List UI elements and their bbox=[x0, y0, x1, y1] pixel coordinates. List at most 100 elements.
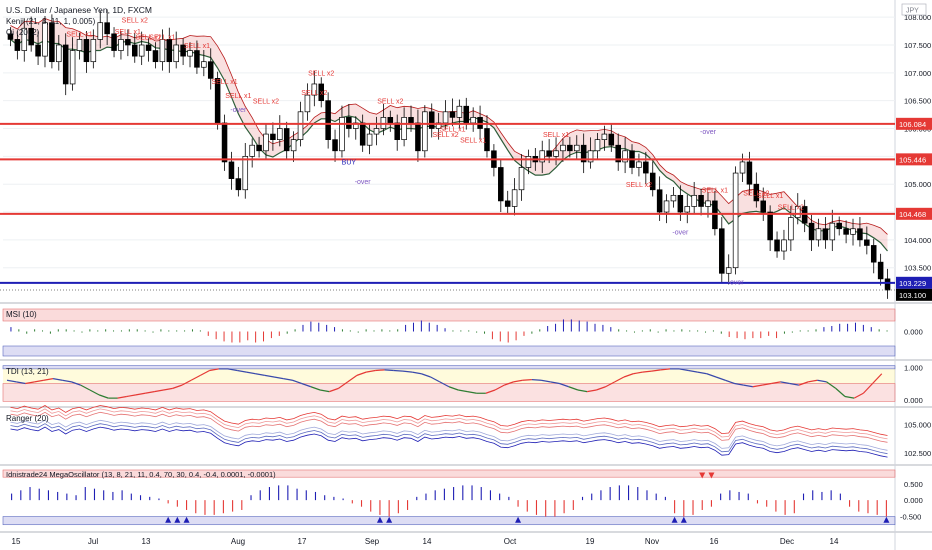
sell-annotation: SELL x1 bbox=[757, 193, 783, 200]
sell-annotation: SELL x1 bbox=[460, 137, 486, 144]
tdi-line bbox=[255, 373, 265, 376]
candle bbox=[643, 161, 649, 174]
tdi-line bbox=[458, 389, 468, 393]
tdi-line bbox=[347, 374, 358, 383]
candle bbox=[656, 189, 663, 213]
sell-annotation: SELL x1 bbox=[149, 34, 175, 41]
candle bbox=[318, 83, 325, 102]
candle bbox=[201, 61, 207, 68]
tdi-line bbox=[862, 383, 874, 394]
candle bbox=[311, 83, 318, 96]
tdi-line bbox=[80, 384, 91, 391]
tdi-line bbox=[448, 386, 459, 391]
candle bbox=[21, 27, 28, 51]
candle bbox=[636, 161, 642, 168]
candle bbox=[104, 22, 110, 35]
tdi-mid-zone bbox=[3, 368, 895, 384]
price-tick: 107.000 bbox=[904, 69, 931, 78]
tdi-line bbox=[633, 371, 643, 375]
candle bbox=[746, 161, 753, 185]
candle bbox=[732, 172, 739, 269]
candle bbox=[69, 50, 76, 85]
candle bbox=[221, 122, 228, 163]
ranger-band bbox=[10, 423, 888, 455]
tdi-line bbox=[190, 374, 201, 381]
tdi-line bbox=[402, 370, 413, 373]
tdi-line bbox=[292, 379, 302, 385]
tdi-line bbox=[550, 381, 560, 385]
tdi-line bbox=[246, 371, 256, 375]
candle bbox=[698, 194, 704, 207]
sell-annotation: SELL x2 bbox=[743, 190, 769, 197]
tdi-line bbox=[623, 373, 634, 378]
candle bbox=[649, 172, 656, 191]
candle bbox=[774, 239, 780, 252]
sell-annotation: SELL x2 bbox=[135, 34, 161, 41]
tdi-line bbox=[384, 369, 394, 372]
candle bbox=[228, 161, 235, 179]
signal-annotation: -over bbox=[672, 229, 689, 236]
sell-annotation: SELL x2 bbox=[122, 18, 148, 25]
tdi-title: TDI (13, 21) bbox=[6, 367, 49, 376]
tdi-line bbox=[872, 373, 883, 384]
candle bbox=[249, 144, 255, 157]
candle bbox=[498, 167, 504, 202]
ranger-title: Ranger (20) bbox=[6, 414, 49, 423]
tdi-line bbox=[16, 381, 26, 385]
tdi-line bbox=[430, 376, 441, 383]
signal-annotation: -over bbox=[230, 107, 247, 114]
candle bbox=[131, 44, 138, 57]
tdi-line bbox=[761, 382, 772, 386]
candle bbox=[767, 211, 773, 241]
kenji-line bbox=[10, 38, 888, 252]
signal-annotation: BUY bbox=[342, 160, 357, 167]
tdi-line bbox=[642, 370, 652, 373]
sell-annotation: SELL x1 bbox=[211, 79, 237, 86]
osc-signal-triangle bbox=[165, 516, 172, 523]
candle bbox=[601, 133, 608, 140]
candle bbox=[670, 194, 677, 202]
candle bbox=[677, 194, 684, 213]
tdi-line bbox=[145, 391, 155, 394]
price-tick: 105.000 bbox=[904, 180, 931, 189]
price-label: 104.468 bbox=[899, 210, 926, 219]
tdi-line bbox=[780, 381, 790, 385]
candle bbox=[864, 239, 870, 246]
candle bbox=[567, 144, 573, 152]
candle bbox=[14, 39, 21, 51]
candle bbox=[608, 133, 615, 146]
msi-upper-zone bbox=[2, 308, 896, 322]
sell-annotation: SELL x2 bbox=[308, 71, 334, 78]
x-axis-tick: Dec bbox=[780, 537, 794, 546]
candle bbox=[684, 206, 691, 213]
tdi-line bbox=[467, 391, 477, 394]
osc-signal-triangle bbox=[515, 516, 522, 523]
candle bbox=[145, 44, 152, 51]
osc-upper-zone bbox=[2, 469, 896, 478]
tdi-line bbox=[319, 389, 330, 393]
candle bbox=[256, 144, 262, 152]
candle bbox=[283, 128, 290, 152]
msi-title: MSI (10) bbox=[6, 310, 37, 319]
candle bbox=[815, 228, 822, 241]
candle bbox=[850, 228, 856, 235]
osc-signal-triangle bbox=[183, 516, 190, 523]
currency-box bbox=[901, 3, 927, 16]
candle bbox=[263, 133, 269, 152]
candle bbox=[187, 50, 193, 57]
kenji-upper-line bbox=[10, 18, 888, 235]
candle bbox=[56, 44, 62, 63]
candle bbox=[373, 128, 380, 135]
price-tick: 103.500 bbox=[904, 264, 931, 273]
sell-annotation: SELL x1 bbox=[66, 32, 92, 39]
candle bbox=[518, 167, 525, 191]
sell-annotation: SELL x1 bbox=[115, 29, 141, 36]
candle bbox=[829, 222, 836, 241]
tdi-tick: 1.000 bbox=[904, 363, 923, 372]
price-tick: 107.500 bbox=[904, 41, 931, 50]
candle bbox=[691, 194, 697, 207]
x-axis-tick: 13 bbox=[142, 537, 151, 546]
tdi-line bbox=[577, 389, 588, 393]
ranger-band bbox=[10, 408, 888, 440]
ranger-band bbox=[10, 405, 888, 436]
